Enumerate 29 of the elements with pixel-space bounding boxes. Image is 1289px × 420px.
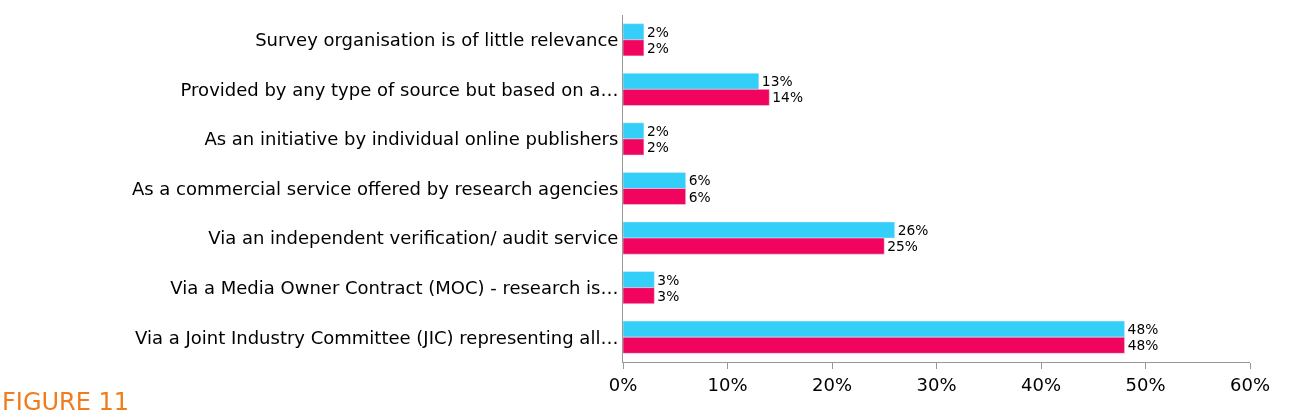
data-label: 6%	[688, 172, 711, 189]
x-tick-label: 0%	[608, 373, 638, 395]
y-tick-label: Via a Media Owner Contract (MOC) - research is…	[170, 276, 619, 298]
y-tick-label: As a commercial service offered by research agencies	[131, 177, 619, 199]
data-label: 3%	[657, 287, 680, 304]
y-tick-label: Provided by any type of source but based on a…	[180, 78, 619, 100]
x-tick-label: 60%	[1229, 373, 1271, 395]
x-tick-label: 40%	[1020, 373, 1062, 395]
data-label: 6%	[688, 188, 711, 205]
data-label: 2%	[646, 23, 669, 40]
data-label: 2%	[646, 39, 669, 56]
data-label: 48%	[1127, 337, 1159, 354]
data-label: 48%	[1127, 321, 1159, 338]
y-tick-label: As an initiative by individual online publishers	[204, 128, 619, 150]
data-label: 2%	[646, 122, 669, 139]
data-label: 14%	[772, 89, 803, 106]
data-label: 25%	[887, 238, 918, 255]
x-tick-label: 30%	[916, 373, 957, 395]
data-label: 26%	[897, 222, 929, 238]
data-label: 2%	[646, 138, 669, 155]
y-tick-label: Survey organisation is of little relevance	[255, 29, 619, 51]
y-tick-label: Via an independent verification/ audit service	[208, 227, 619, 249]
x-tick-label: 10%	[707, 373, 748, 395]
x-tick-label: 50%	[1125, 373, 1166, 395]
x-tick-label: 20%	[811, 373, 853, 395]
y-tick-label: Via a Joint Industry Committee (JIC) representing all…	[135, 326, 619, 348]
text: FIGURE 11	[2, 388, 130, 416]
data-label: 3%	[657, 271, 680, 288]
data-label: 13%	[761, 73, 793, 90]
